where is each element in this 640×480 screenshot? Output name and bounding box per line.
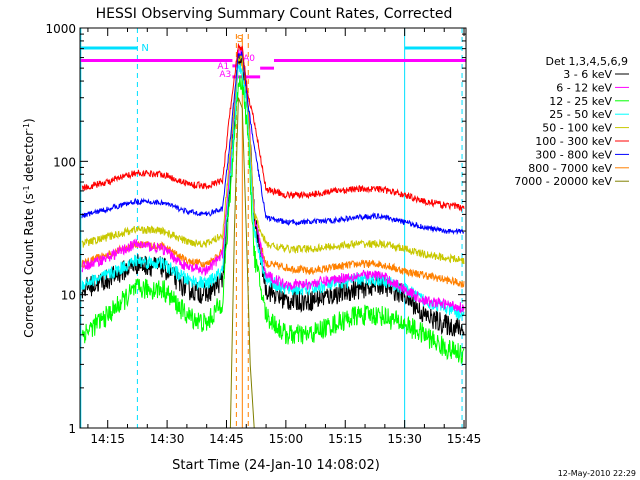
y-tick-label-1: 10 — [61, 289, 76, 303]
series-line-4 — [81, 53, 465, 265]
x-tick-label-0: 14:15 — [90, 432, 125, 446]
legend-entry-label-2: 12 - 25 keV — [549, 95, 612, 108]
y-axis: 1 10 100 1000 — [45, 22, 466, 436]
y-tick-label-0: 1 — [68, 422, 76, 436]
legend-entry-label-4: 50 - 100 keV — [542, 122, 612, 135]
legend-entry-label-7: 800 - 7000 keV — [528, 162, 612, 175]
legend-entry-label-1: 6 - 12 keV — [556, 81, 612, 94]
saa-label: S — [237, 34, 243, 45]
x-tick-label-4: 15:15 — [328, 432, 363, 446]
x-tick-label-3: 15:00 — [269, 432, 304, 446]
series-line-2 — [81, 73, 465, 364]
x-axis-label: Start Time (24-Jan-10 14:08:02) — [172, 458, 380, 473]
x-tick-label-6: 15:45 — [447, 432, 482, 446]
series-layer — [81, 42, 465, 429]
legend-entry-label-8: 7000 - 20000 keV — [514, 175, 612, 188]
legend-entry-label-6: 300 - 800 keV — [535, 148, 612, 161]
legend-entry-label-0: 3 - 6 keV — [563, 68, 612, 81]
y-tick-label-3: 1000 — [45, 22, 76, 36]
x-tick-label-1: 14:30 — [150, 432, 185, 446]
night-label: N — [141, 43, 148, 54]
legend-entry-label-5: 100 - 300 keV — [535, 135, 612, 148]
series-line-3 — [81, 63, 465, 320]
legend-header: Det 1,3,4,5,6,9 — [545, 55, 628, 68]
series-line-5 — [81, 42, 465, 213]
y-axis-label-sup2: -1 — [22, 123, 31, 131]
plot-frame — [79, 27, 467, 429]
chart-title: HESSI Observing Summary Count Rates, Cor… — [96, 6, 453, 22]
footer-timestamp: 12-May-2010 22:29 — [558, 469, 636, 478]
series-line-1 — [81, 48, 465, 314]
attenuator-label-a0: A0 — [243, 54, 255, 64]
series-line-8 — [229, 97, 255, 429]
y-axis-label-mid: detector — [22, 131, 36, 186]
attenuator-label-a3: A3 — [219, 70, 231, 80]
legend-entry-label-3: 25 - 50 keV — [549, 108, 612, 121]
x-axis: 14:15 14:30 14:45 15:00 15:15 15:30 15:45 — [87, 28, 482, 446]
series-line-7 — [81, 57, 465, 288]
y-axis-label-sup1: -1 — [22, 185, 31, 193]
series-line-6 — [81, 51, 464, 236]
y-axis-label-main: Corrected Count Rate (s — [22, 193, 36, 337]
attenuator-label-a1: A1 — [217, 62, 229, 72]
x-tick-label-5: 15:30 — [387, 432, 422, 446]
y-axis-label-end: ) — [22, 118, 36, 123]
y-tick-label-2: 100 — [53, 155, 76, 169]
y-axis-label: Corrected Count Rate (s-1 detector-1) — [22, 118, 37, 337]
x-tick-label-2: 14:45 — [209, 432, 244, 446]
